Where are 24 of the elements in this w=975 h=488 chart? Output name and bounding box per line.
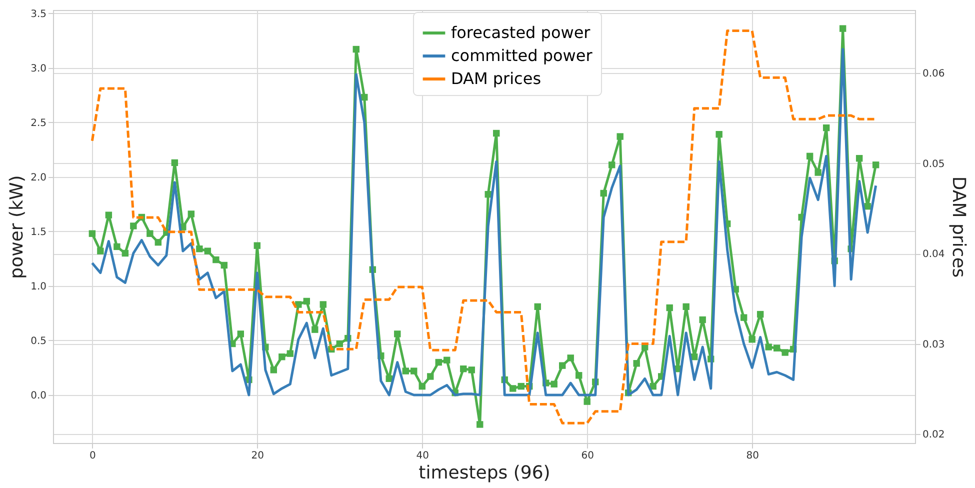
legend-label: DAM prices [451,69,542,88]
x-tick-label: 20 [251,450,264,462]
y-tick-label: 1.5 [30,226,46,238]
y-tick-label: 3.5 [30,8,46,20]
x-tick-label: 60 [581,450,594,462]
x-tick-label: 0 [89,450,96,462]
x-tick-label: 40 [416,450,429,462]
y2-axis-title: DAM prices [948,176,969,278]
y2-tick-label: 0.02 [922,429,945,440]
y2-tick-label: 0.04 [922,249,945,260]
y-tick-label: 2.5 [30,118,46,129]
y-tick-label: 2.0 [30,172,46,184]
legend-label: forecasted power [451,23,591,42]
y2-tick-label: 0.05 [922,158,945,170]
y-tick-label: 0.5 [30,336,46,347]
y2-tick-label: 0.03 [922,339,945,350]
x-tick-label: 80 [746,450,759,462]
y2-tick-label: 0.06 [922,68,945,80]
legend-label: committed power [451,46,593,65]
y-tick-label: 0.0 [30,390,46,402]
x-axis-title: timesteps (96) [418,462,550,484]
y-tick-label: 1.0 [30,281,46,292]
y-axis-title: power (kW) [6,175,28,279]
y-tick-label: 3.0 [30,63,46,74]
